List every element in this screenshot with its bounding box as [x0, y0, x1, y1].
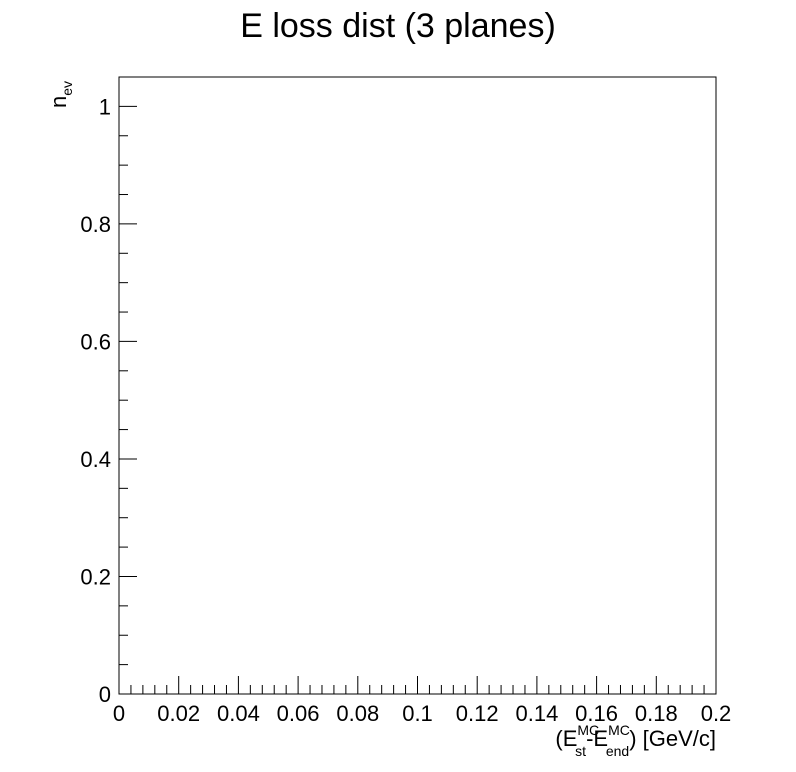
x-tick-label: 0.04 — [217, 701, 260, 726]
y-axis-label-base: n — [46, 96, 71, 108]
y-tick-label: 1 — [99, 94, 111, 119]
x-axis-ticks — [118, 676, 717, 694]
y-tick-label: 0.6 — [80, 329, 111, 354]
y-tick-label: 0 — [99, 682, 111, 707]
x-tick-label: 0.12 — [456, 701, 499, 726]
y-tick-label: 0.8 — [80, 212, 111, 237]
x-tick-label: 0.16 — [575, 701, 618, 726]
x-tick-label: 0.2 — [701, 701, 732, 726]
x-axis-label-close: ) [GeV/c] — [629, 726, 716, 751]
y-tick-label: 0.4 — [80, 447, 111, 472]
x-tick-label: 0.18 — [635, 701, 678, 726]
x-axis-label-dash: -E — [586, 726, 608, 751]
x-axis-label-sup2: MC — [608, 722, 630, 738]
x-tick-label: 0.06 — [277, 701, 320, 726]
x-tick-label: 0.02 — [157, 701, 200, 726]
x-axis-label-open: (E — [555, 726, 577, 751]
y-tick-label: 0.2 — [80, 564, 111, 589]
x-tick-label: 0.08 — [336, 701, 379, 726]
x-tick-label: 0.1 — [402, 701, 433, 726]
x-axis-label: (EMC st-EMC end) [GeV/c] — [555, 722, 716, 759]
y-axis-tick-labels: 0 0.2 0.4 0.6 0.8 1 — [80, 94, 111, 707]
chart-title: E loss dist (3 planes) — [240, 7, 556, 45]
x-tick-label: 0.14 — [515, 701, 558, 726]
x-tick-label: 0 — [113, 701, 125, 726]
y-axis-ticks — [119, 76, 137, 695]
y-axis-label-subscript: ev — [59, 81, 75, 96]
x-axis-label-sub2: end — [606, 743, 629, 759]
x-axis-label-sup1: MC — [577, 722, 599, 738]
y-axis-label: nev — [46, 81, 75, 108]
x-axis-label-sub1: st — [575, 743, 586, 759]
x-axis-tick-labels: 0 0.02 0.04 0.06 0.08 0.1 0.12 0.14 0.16 0.18 0.2 — [113, 701, 731, 726]
